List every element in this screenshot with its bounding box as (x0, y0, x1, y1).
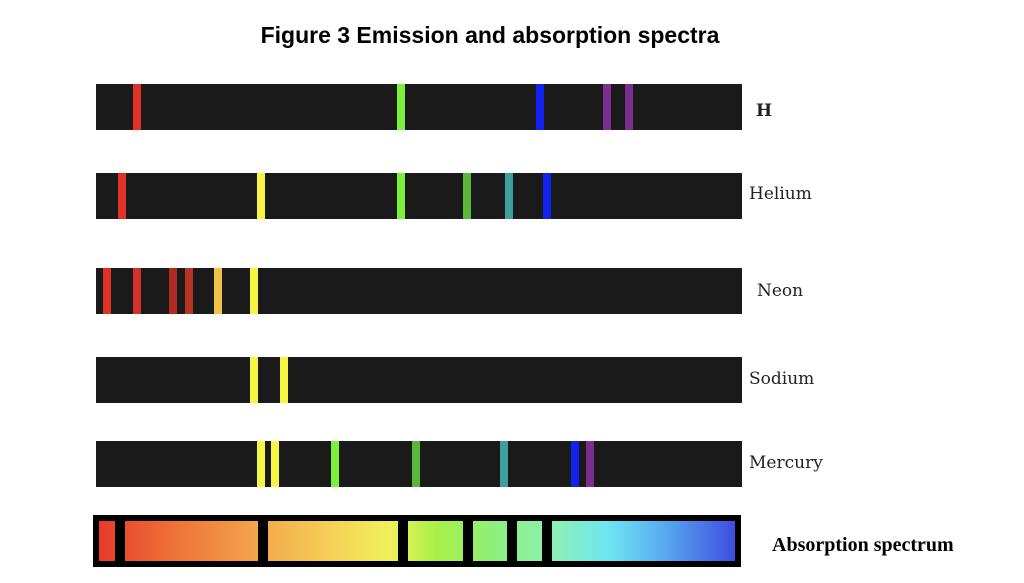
spectrum-bar-h (96, 84, 742, 130)
emission-line (462, 173, 471, 219)
emission-line (396, 173, 405, 219)
figure-title: Figure 3 Emission and absorption spectra (260, 22, 720, 48)
emission-line (214, 268, 223, 314)
emission-line (585, 441, 594, 487)
absorption-line (506, 521, 517, 561)
spectrum-label-h: H (756, 101, 773, 121)
spectrum-label-mercury: Mercury (749, 453, 823, 473)
emission-line (624, 84, 633, 130)
emission-line (168, 268, 177, 314)
emission-line (117, 173, 126, 219)
emission-line (250, 268, 259, 314)
emission-line (411, 441, 420, 487)
emission-line (396, 84, 405, 130)
spectrum-bar-mercury (96, 441, 742, 487)
spectrum-label-neon: Neon (757, 281, 804, 301)
emission-line (570, 441, 579, 487)
emission-line (602, 84, 611, 130)
emission-line (499, 441, 508, 487)
emission-line (279, 357, 288, 403)
absorption-line (115, 521, 126, 561)
spectrum-label-sodium: Sodium (749, 369, 815, 389)
emission-line (102, 268, 111, 314)
absorption-spectrum-bar (93, 515, 741, 567)
emission-line (331, 441, 340, 487)
emission-line (132, 84, 141, 130)
absorption-gradient (99, 521, 735, 561)
emission-line (185, 268, 194, 314)
emission-line (270, 441, 279, 487)
emission-line (535, 84, 544, 130)
emission-line (250, 357, 259, 403)
spectrum-bar-sodium (96, 357, 742, 403)
spectrum-bar-neon (96, 268, 742, 314)
absorption-line (542, 521, 553, 561)
emission-line (505, 173, 514, 219)
emission-line (257, 173, 266, 219)
spectrum-label-helium: Helium (749, 184, 812, 204)
emission-line (542, 173, 551, 219)
absorption-line (463, 521, 474, 561)
absorption-line (397, 521, 408, 561)
absorption-line (258, 521, 269, 561)
emission-line (132, 268, 141, 314)
absorption-spectrum-label: Absorption spectrum (772, 534, 954, 556)
spectrum-bar-helium (96, 173, 742, 219)
emission-line (257, 441, 266, 487)
